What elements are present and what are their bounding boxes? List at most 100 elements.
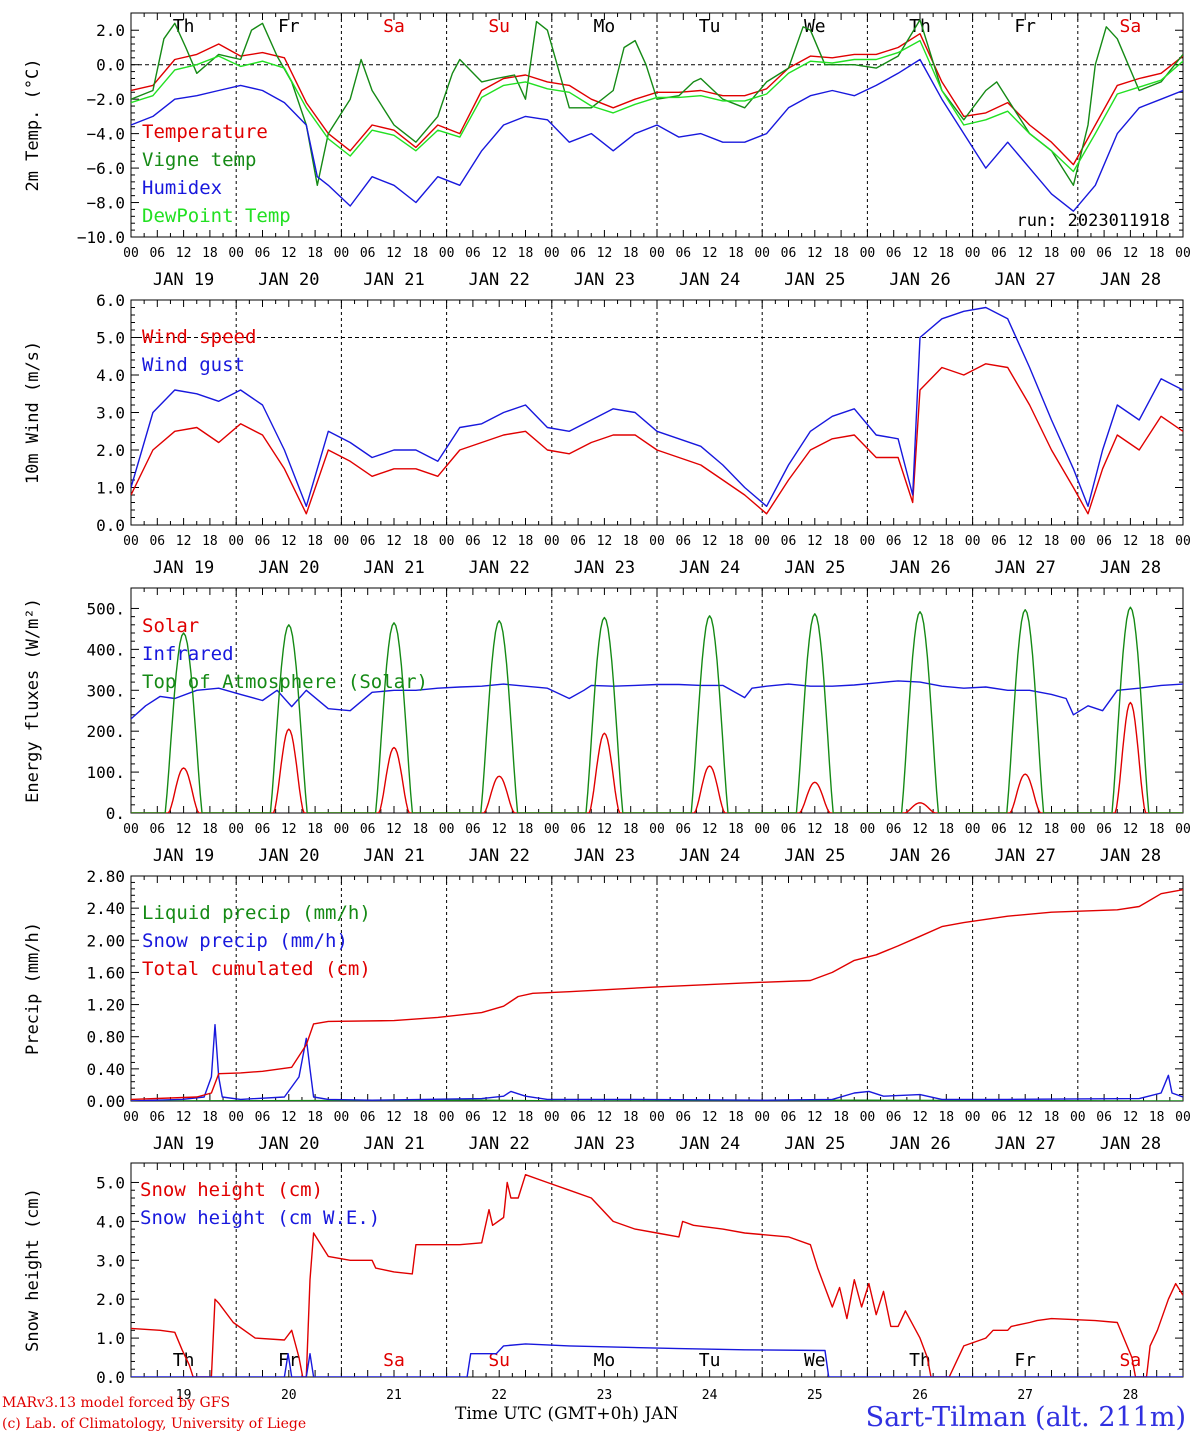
x-hour-label: 06 (570, 822, 586, 837)
legend-label: Liquid precip (mm/h) (142, 902, 371, 924)
x-hour-label: 00 (439, 822, 455, 837)
x-date-label: JAN 25 (784, 1134, 845, 1154)
x-date-label: JAN 24 (679, 846, 740, 866)
x-hour-label: 06 (991, 1110, 1007, 1125)
x-hour-label: 18 (1044, 534, 1060, 549)
x-hour-label: 18 (833, 246, 849, 261)
x-hour-label: 18 (1149, 246, 1165, 261)
x-hour-label: 12 (1123, 822, 1139, 837)
x-hour-label: 00 (1175, 534, 1191, 549)
x-hour-label: 12 (597, 822, 613, 837)
y-tick-label: 0.80 (86, 1028, 125, 1047)
y-tick-label: 5.0 (96, 1173, 125, 1192)
weekday-label: Th (909, 1350, 931, 1371)
x-hour-label: 00 (754, 1110, 770, 1125)
x-hour-label: 06 (675, 246, 691, 261)
x-day-number: 27 (1017, 1388, 1033, 1403)
x-hour-label: 18 (518, 246, 534, 261)
x-hour-label: 18 (202, 1110, 218, 1125)
series-line (131, 33, 1183, 166)
x-hour-label: 18 (1149, 822, 1165, 837)
x-hour-label: 18 (1044, 822, 1060, 837)
x-hour-label: 18 (518, 822, 534, 837)
x-hour-label: 06 (675, 534, 691, 549)
x-hour-label: 06 (360, 534, 376, 549)
x-date-label: JAN 22 (468, 846, 529, 866)
x-hour-label: 18 (728, 1110, 744, 1125)
x-hour-label: 00 (1070, 534, 1086, 549)
x-hour-label: 06 (781, 822, 797, 837)
series-line (131, 1343, 1183, 1377)
x-date-label: JAN 19 (153, 558, 214, 578)
x-hour-label: 06 (360, 822, 376, 837)
x-hour-label: 06 (886, 822, 902, 837)
x-hour-label: 12 (491, 246, 507, 261)
y-tick-label: 400. (86, 640, 125, 659)
x-hour-label: 12 (807, 822, 823, 837)
x-date-label: JAN 27 (994, 1134, 1055, 1154)
x-date-label: JAN 24 (679, 1134, 740, 1154)
x-hour-label: 00 (544, 246, 560, 261)
x-date-label: JAN 22 (468, 1134, 529, 1154)
x-hour-label: 18 (728, 246, 744, 261)
x-hour-label: 00 (1175, 1110, 1191, 1125)
y-tick-label: 2.0 (96, 1290, 125, 1309)
y-tick-label: 1.60 (86, 963, 125, 982)
weekday-label: Tu (699, 16, 721, 37)
legend-label: Snow height (cm) (140, 1179, 323, 1201)
x-date-label: JAN 20 (258, 558, 319, 578)
x-hour-label: 00 (860, 246, 876, 261)
x-hour-label: 18 (307, 822, 323, 837)
x-day-number: 28 (1123, 1388, 1139, 1403)
x-hour-label: 06 (465, 822, 481, 837)
y-tick-label: 3.0 (96, 1251, 125, 1270)
x-date-label: JAN 28 (1100, 846, 1161, 866)
weekday-label: We (804, 1350, 826, 1371)
x-date-label: JAN 25 (784, 270, 845, 290)
x-hour-label: 06 (149, 534, 165, 549)
x-hour-label: 18 (1044, 246, 1060, 261)
x-hour-label: 06 (570, 1110, 586, 1125)
x-hour-label: 06 (991, 822, 1007, 837)
weekday-label: Mo (594, 1350, 616, 1371)
panel-2: 0.0 1.0 2.0 3.0 4.0 5.0 6.0 10m Wind (m/s) 00 06 1… (23, 291, 1191, 578)
credit-line-2: (c) Lab. of Climatology, University of L… (2, 1416, 307, 1432)
x-hour-label: 12 (807, 246, 823, 261)
y-tick-label: −8.0 (86, 194, 125, 213)
x-hour-label: 00 (334, 1110, 350, 1125)
y-tick-label: 0. (106, 804, 125, 823)
x-hour-label: 12 (597, 534, 613, 549)
x-date-label: JAN 27 (994, 846, 1055, 866)
series-line (131, 1024, 1183, 1101)
x-hour-label: 06 (886, 534, 902, 549)
x-hour-label: 12 (1123, 534, 1139, 549)
x-hour-label: 06 (781, 1110, 797, 1125)
y-tick-label: 2.0 (96, 21, 125, 40)
x-hour-label: 18 (202, 534, 218, 549)
y-tick-label: −2.0 (86, 90, 125, 109)
y-tick-label: 3.0 (96, 404, 125, 423)
x-hour-label: 18 (833, 822, 849, 837)
x-hour-label: 12 (807, 534, 823, 549)
x-hour-label: 06 (781, 246, 797, 261)
weekday-label: Mo (594, 16, 616, 37)
y-tick-label: 0.00 (86, 1092, 125, 1111)
weekday-label: Fr (1014, 16, 1036, 37)
y-tick-label: 1.0 (96, 1329, 125, 1348)
x-hour-label: 12 (912, 534, 928, 549)
x-hour-label: 06 (465, 246, 481, 261)
x-hour-label: 18 (833, 534, 849, 549)
x-hour-label: 00 (1070, 246, 1086, 261)
x-day-number: 23 (597, 1388, 613, 1403)
panel-3: 0. 100. 200. 300. 400. 500. Energy fluxes (W/m… (23, 587, 1191, 866)
legend-label: Total cumulated (cm) (142, 958, 371, 980)
panel-5: 0.0 1.0 2.0 3.0 4.0 5.0 Snow height (cm) 19 20 21… (23, 1162, 1184, 1403)
y-tick-label: 2.0 (96, 441, 125, 460)
weekday-label: Su (488, 16, 510, 37)
x-hour-label: 18 (307, 246, 323, 261)
y-tick-label: 4.0 (96, 366, 125, 385)
x-hour-label: 00 (334, 246, 350, 261)
panel-1: −10.0 −8.0 −6.0 −4.0 −2.0 0.0 2.0 2m Temp. (°C)… (23, 12, 1191, 290)
x-hour-label: 00 (965, 1110, 981, 1125)
plot-frame (130, 587, 1184, 814)
